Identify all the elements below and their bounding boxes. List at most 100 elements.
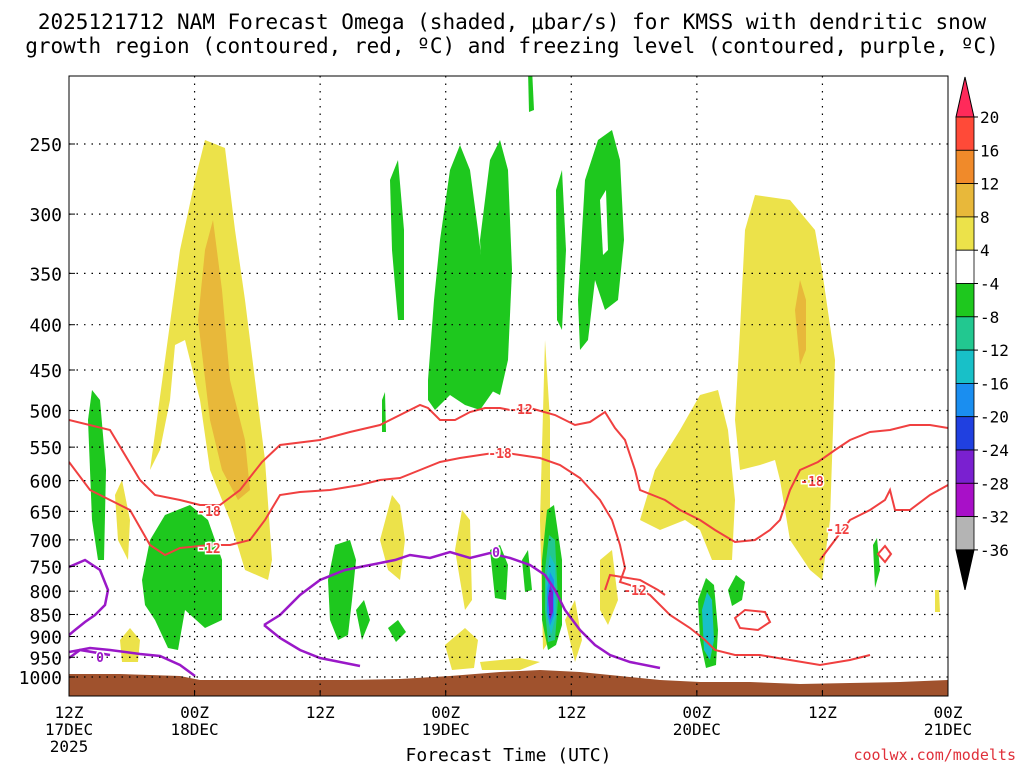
omega-region-negative-13 — [522, 550, 532, 592]
x-tick-label: 18DEC — [170, 720, 218, 739]
omega-region-negative-7 — [556, 170, 566, 330]
omega-region-negative-6-hole — [600, 190, 608, 255]
omega-region-positive-5 — [455, 510, 472, 610]
x-tick-label: 00Z — [180, 703, 209, 722]
freezing-level-contour-b — [263, 550, 661, 670]
colorbar-label: -28 — [980, 474, 1009, 493]
omega-region-negative-4 — [428, 145, 494, 410]
contour-labels: -18 -12 -18 -12 -12 -18 -12 0 0 — [95, 402, 852, 668]
y-tick-label: 750 — [29, 557, 62, 578]
x-tick-label: 12Z — [306, 703, 335, 722]
colorbar-swatch — [955, 349, 975, 384]
colorbar-label: -24 — [980, 441, 1009, 460]
colorbar: 20 16 12 8 4 -4 -8 -12 -16 -20 -24 -28 -32 -36 — [955, 76, 1009, 591]
freezing-level-label: 0 — [492, 546, 500, 561]
x-tick-label: 12Z — [808, 703, 837, 722]
omega-region-positive-1-core — [198, 220, 250, 500]
credit-text: coolwx.com/modelts — [853, 746, 1016, 764]
terrain-surface — [69, 670, 948, 696]
dgz-contour-12-e — [876, 544, 893, 564]
freezing-level-contour-c — [263, 624, 361, 668]
freezing-level-contour-a — [69, 558, 110, 636]
x-tick-label: 2025 — [50, 737, 89, 756]
omega-region-negative-11 — [388, 620, 406, 642]
omega-region-negative-17 — [728, 575, 745, 606]
y-tick-label: 450 — [29, 361, 62, 382]
dgz-contour-label: -18 — [197, 505, 221, 520]
y-tick-label: 800 — [29, 582, 62, 603]
colorbar-swatch — [955, 482, 975, 517]
x-tick-label: 21DEC — [924, 720, 972, 739]
y-tick-label: 500 — [29, 402, 62, 423]
colorbar-swatch — [955, 249, 975, 284]
colorbar-swatch — [955, 516, 975, 551]
omega-region-negative-1 — [88, 390, 106, 560]
colorbar-label: -32 — [980, 508, 1009, 527]
omega-shading — [69, 76, 948, 696]
colorbar-label: -4 — [980, 275, 999, 294]
x-tick-label: 00Z — [934, 703, 963, 722]
omega-region-positive-8 — [600, 550, 618, 625]
y-tick-label: 950 — [29, 648, 62, 669]
omega-region-positive-13 — [935, 590, 940, 612]
omega-region-negative-8 — [528, 76, 534, 112]
dgz-contour-18-a — [69, 403, 948, 544]
x-axis-title: Forecast Time (UTC) — [405, 745, 612, 766]
omega-region-positive-11 — [115, 480, 130, 560]
x-tick-label: 12Z — [55, 703, 84, 722]
x-tick-label: 00Z — [431, 703, 460, 722]
omega-region-negative-18 — [873, 538, 880, 588]
omega-region-negative-3 — [390, 160, 404, 320]
x-tick-label: 20DEC — [673, 720, 721, 739]
plot-frame — [68, 75, 949, 697]
dgz-contour-label: -12 — [509, 403, 532, 418]
colorbar-label: 4 — [980, 241, 990, 260]
omega-region-positive-2-core — [795, 280, 806, 365]
omega-region-negative-16-core — [702, 592, 714, 660]
freezing-level-contour-d — [69, 646, 196, 678]
y-tick-label: 400 — [29, 316, 62, 337]
colorbar-label: -16 — [980, 374, 1009, 393]
y-tick-label: 900 — [29, 627, 62, 648]
colorbar-label: -8 — [980, 308, 999, 327]
dgz-contour-label: -12 — [826, 523, 849, 538]
x-tick-label: 17DEC — [45, 720, 93, 739]
colorbar-swatch — [955, 116, 975, 151]
omega-region-positive-3 — [640, 390, 735, 560]
y-tick-label: 250 — [29, 135, 62, 156]
omega-region-positive-6 — [445, 628, 478, 670]
chart-title-line1: 2025121712 NAM Forecast Omega (shaded, μ… — [37, 10, 987, 34]
y-tick-label: 1000 — [19, 668, 62, 689]
x-tick-label: 19DEC — [422, 720, 470, 739]
colorbar-swatch — [955, 382, 975, 418]
y-tick-label: 850 — [29, 606, 62, 627]
dgz-contour-label: -12 — [623, 584, 646, 599]
y-tick-label: 650 — [29, 502, 62, 523]
omega-region-negative-15-c4 — [548, 585, 553, 620]
y-axis: 2503003504004505005506006507007508008509… — [19, 135, 75, 689]
colorbar-top-arrow — [955, 76, 975, 118]
colorbar-label: -36 — [980, 541, 1009, 560]
y-tick-label: 600 — [29, 472, 62, 493]
dgz-contour-12-a — [69, 450, 871, 667]
omega-region-negative-14 — [382, 392, 386, 432]
colorbar-label: 16 — [980, 141, 999, 160]
colorbar-label: 8 — [980, 208, 990, 227]
chart-title-line2: growth region (contoured, red, ºC) and f… — [25, 34, 999, 58]
dgz-contour-12-b — [819, 484, 948, 561]
y-tick-label: 700 — [29, 531, 62, 552]
colorbar-label: -20 — [980, 408, 1009, 427]
freezing-level-contour-e — [69, 648, 111, 660]
colorbar-swatch — [955, 316, 975, 351]
omega-region-negative-2 — [142, 505, 222, 650]
x-tick-label: 12Z — [557, 703, 586, 722]
omega-region-negative-9 — [328, 540, 356, 640]
colorbar-swatch — [955, 216, 975, 251]
colorbar-label: 20 — [980, 108, 999, 127]
y-tick-label: 300 — [29, 205, 62, 226]
y-tick-label: 550 — [29, 438, 62, 459]
omega-region-positive-10 — [480, 658, 540, 670]
dgz-contour-label: -18 — [488, 447, 512, 462]
dgz-contour-label: -12 — [197, 542, 220, 557]
omega-region-negative-6 — [578, 130, 624, 350]
